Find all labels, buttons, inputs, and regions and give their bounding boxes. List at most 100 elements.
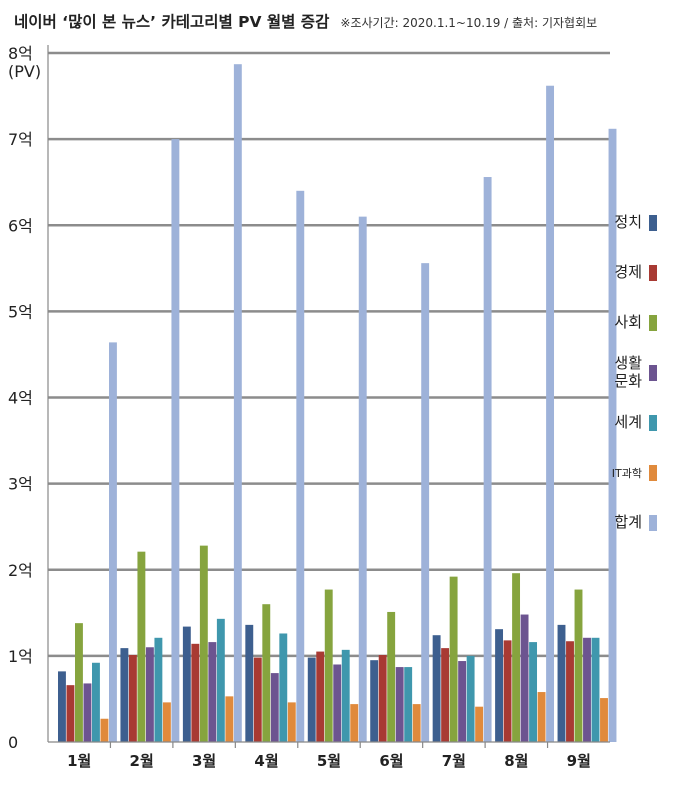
bar: [358, 216, 367, 742]
bar: [137, 551, 146, 742]
bar: [341, 649, 350, 742]
y-tick-label: 0: [8, 733, 18, 752]
bar: [404, 667, 413, 742]
bar: [449, 576, 458, 742]
bar: [262, 604, 271, 742]
bar: [245, 624, 254, 742]
y-tick-label: 1억: [8, 647, 33, 666]
bar: [216, 618, 225, 742]
y-tick-label: 7억: [8, 130, 33, 149]
chart-subtitle: ※조사기간: 2020.1.1~10.19 / 출처: 기자협회보: [340, 16, 598, 30]
legend-label: 생활: [614, 354, 642, 372]
axes: 0 1억 2억 3억 4억 5억 6억 7억 8억(PV) 1월 2월 3월 4월 5월 6월 7월 8월 9월: [8, 44, 610, 770]
bar: [225, 696, 234, 742]
bar: [253, 657, 262, 742]
bar: [529, 642, 538, 742]
chart-header: 네이버 ‘많이 본 뉴스’ 카테고리별 PV 월별 증감 ※조사기간: 2020…: [14, 10, 674, 40]
bar: [608, 128, 617, 743]
bar: [333, 664, 342, 742]
legend-swatch: [649, 265, 657, 281]
bar: [591, 637, 600, 742]
legend-label: 경제: [614, 263, 642, 281]
legend-swatch: [649, 365, 657, 381]
legend-swatch: [649, 215, 657, 231]
bar: [120, 648, 129, 742]
bar: [574, 589, 583, 742]
y-tick-label: 5억: [8, 302, 33, 321]
bar: [191, 643, 200, 742]
bar: [128, 655, 137, 742]
bar: [458, 661, 467, 742]
legend-label: 세계: [614, 413, 642, 431]
bar: [199, 545, 208, 742]
x-tick-label: 1월: [67, 752, 91, 770]
bar: [495, 629, 504, 742]
x-tick-label: 9월: [567, 752, 591, 770]
x-tick-label: 2월: [130, 752, 154, 770]
legend-swatch: [649, 415, 657, 431]
legend-swatch: [649, 315, 657, 331]
legend-label: 정치: [614, 213, 642, 231]
legend-label: 문화: [614, 372, 642, 390]
bars: [58, 64, 617, 743]
bar: [475, 706, 484, 742]
x-tick-label: 8월: [504, 752, 528, 770]
bar: [83, 683, 92, 742]
bar: [324, 589, 333, 742]
bar: [350, 704, 359, 742]
bar: [503, 640, 512, 742]
bar: [520, 614, 529, 742]
bar: [92, 662, 100, 742]
bar: [387, 611, 396, 742]
x-tick-label: 6월: [379, 752, 403, 770]
bar: [395, 667, 404, 742]
y-tick-label: 2억: [8, 561, 33, 580]
legend-swatch: [649, 515, 657, 531]
bar: [279, 633, 288, 742]
legend-label: 합계: [614, 513, 642, 531]
y-tick-label: 6억: [8, 216, 33, 235]
bar: [537, 692, 546, 742]
bar: [466, 655, 475, 742]
bar: [583, 637, 591, 742]
bar: [546, 85, 555, 743]
bar: [162, 702, 171, 742]
bar: [378, 655, 387, 742]
x-tick-label: 4월: [254, 752, 278, 770]
y-tick-label: 3억: [8, 475, 33, 494]
gridlines: [48, 51, 610, 658]
y-axis-label: (PV): [8, 62, 41, 81]
bar: [145, 647, 154, 742]
bar: [233, 64, 242, 743]
bar: [421, 263, 430, 742]
x-tick-label: 3월: [192, 752, 216, 770]
legend-swatch: [649, 465, 657, 481]
bar: [109, 342, 117, 742]
bar: [58, 671, 66, 742]
bar: [557, 624, 566, 742]
bar: [512, 573, 521, 742]
y-tick-label: 4억: [8, 389, 33, 408]
bar: [75, 623, 83, 742]
bar: [100, 718, 109, 742]
bar: [441, 648, 450, 742]
x-tick-label: 5월: [317, 752, 341, 770]
bar: [412, 704, 421, 742]
bar: [182, 626, 191, 742]
chart-title: 네이버 ‘많이 본 뉴스’ 카테고리별 PV 월별 증감: [14, 13, 330, 31]
bar: [66, 685, 75, 742]
bar: [154, 637, 163, 742]
legend-label: IT과학: [612, 467, 642, 480]
bar: [307, 657, 316, 742]
y-tick-label: 8억: [8, 44, 33, 63]
bar: [171, 139, 180, 742]
bar: [483, 177, 492, 742]
legend-label: 사회: [614, 313, 642, 331]
bar: [287, 702, 296, 742]
bar: [566, 641, 574, 742]
bar: [208, 642, 217, 742]
bar: [316, 651, 325, 742]
bar: [270, 673, 279, 742]
